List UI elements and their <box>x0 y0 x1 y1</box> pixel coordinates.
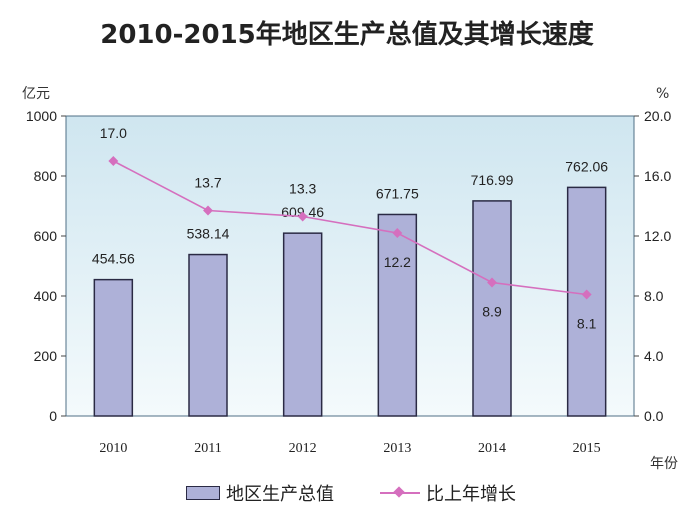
bar-value-label: 538.14 <box>187 226 230 242</box>
legend-line-swatch <box>380 486 420 500</box>
growth-point <box>297 211 308 222</box>
legend-item-line: 比上年增长 <box>380 480 516 506</box>
x-axis-label: 年份 <box>650 456 678 472</box>
right-tick-label: 8.0 <box>644 288 664 304</box>
bar <box>472 200 512 417</box>
x-tick-label: 2014 <box>478 441 506 456</box>
bar <box>282 232 323 417</box>
growth-point <box>392 228 403 238</box>
growth-point <box>487 277 497 288</box>
bar <box>377 213 418 417</box>
left-tick-label: 0 <box>49 408 57 424</box>
bar-value-label: 454.56 <box>92 251 135 267</box>
growth-point <box>581 289 592 300</box>
growth-line <box>112 160 587 296</box>
right-axis-unit: % <box>656 86 669 102</box>
right-tick-label: 0.0 <box>644 408 664 424</box>
x-tick-label: 2011 <box>194 441 221 456</box>
bar <box>93 278 134 417</box>
left-tick-label: 800 <box>34 168 58 184</box>
x-tick-label: 2015 <box>573 441 601 456</box>
left-tick-label: 1000 <box>26 108 57 124</box>
legend-bar-label: 地区生产总值 <box>226 484 334 505</box>
legend-line-label: 比上年增长 <box>426 484 516 505</box>
chart-title: 2010-2015年地区生产总值及其增长速度 <box>100 20 594 50</box>
x-tick-label: 2010 <box>99 441 127 456</box>
right-tick-label: 16.0 <box>644 168 671 184</box>
bar <box>188 253 228 417</box>
plot-area <box>65 115 635 417</box>
x-tick-label: 2012 <box>289 441 317 456</box>
growth-value-label: 13.7 <box>194 175 221 191</box>
bar-value-label: 671.75 <box>376 185 419 201</box>
growth-value-label: 8.9 <box>482 304 502 320</box>
growth-point <box>203 205 213 216</box>
left-tick-label: 600 <box>34 228 58 244</box>
growth-value-label: 13.3 <box>289 181 316 197</box>
legend-bar-swatch <box>186 486 220 500</box>
growth-value-label: 12.2 <box>384 254 411 270</box>
right-tick-label: 4.0 <box>644 348 664 364</box>
right-tick-label: 20.0 <box>644 108 671 124</box>
bar <box>566 186 607 417</box>
right-tick-label: 12.0 <box>644 228 671 244</box>
bar-value-label: 762.06 <box>565 158 608 174</box>
bar-value-label: 716.99 <box>471 172 514 188</box>
legend-item-bar: 地区生产总值 <box>186 480 334 506</box>
left-tick-label: 200 <box>34 348 58 364</box>
x-tick-label: 2013 <box>383 441 411 456</box>
legend: 地区生产总值 比上年增长 <box>186 480 562 506</box>
growth-point <box>108 156 119 166</box>
left-tick-label: 400 <box>34 288 58 304</box>
left-axis-unit: 亿元 <box>22 86 50 102</box>
growth-value-label: 8.1 <box>577 316 597 332</box>
growth-value-label: 17.0 <box>100 125 127 141</box>
